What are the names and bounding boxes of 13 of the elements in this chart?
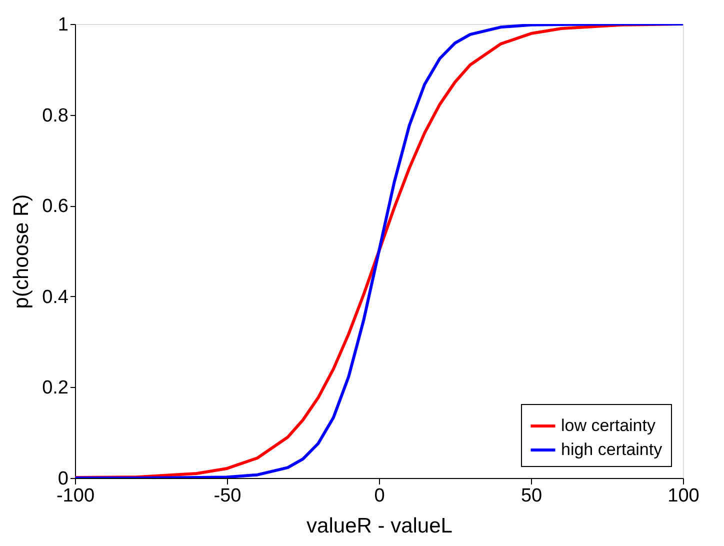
y-tick-label: 0.4 bbox=[42, 286, 69, 308]
legend-label: high certainty bbox=[561, 440, 663, 459]
x-tick-label: 0 bbox=[374, 486, 385, 506]
y-axis-title: p(choose R) bbox=[10, 194, 34, 309]
legend-label: low certainty bbox=[561, 416, 656, 435]
x-axis-title: valueR - valueL bbox=[306, 514, 452, 538]
x-tick-label: -50 bbox=[214, 486, 242, 506]
y-tick-label: 0.6 bbox=[42, 196, 68, 218]
x-tick-label: 100 bbox=[668, 486, 700, 506]
y-tick-label: 0.8 bbox=[42, 105, 68, 126]
y-tick-label: 0.2 bbox=[42, 378, 68, 399]
x-tick-label: 50 bbox=[520, 486, 542, 506]
y-tick-label: 1 bbox=[58, 14, 68, 36]
